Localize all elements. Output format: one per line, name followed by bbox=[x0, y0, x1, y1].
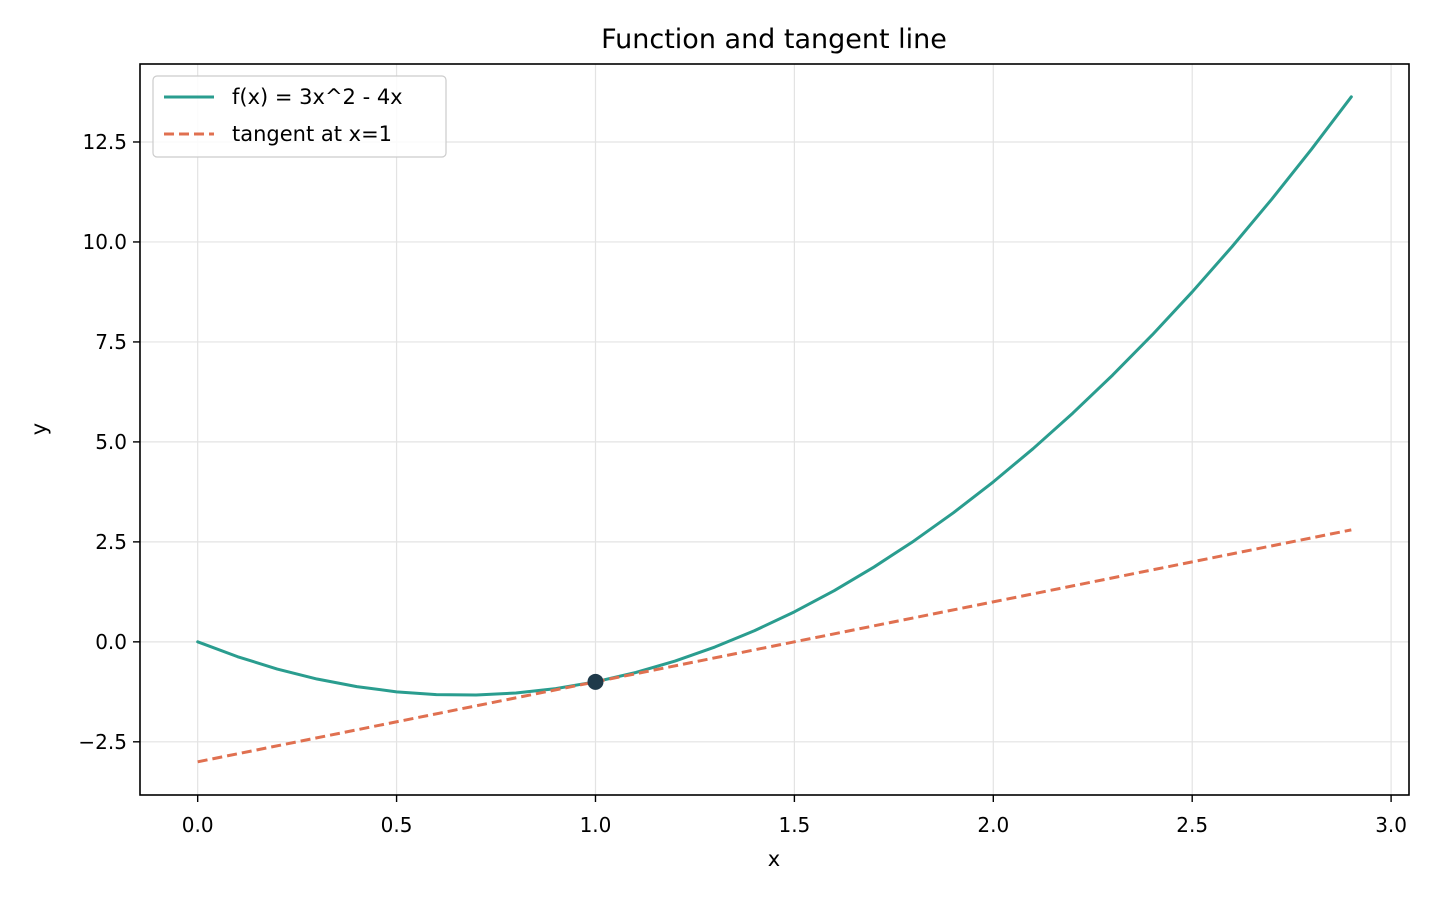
x-tick-label-1: 0.5 bbox=[381, 813, 413, 837]
y-axis-ticks: −2.5 0.0 2.5 5.0 7.5 10.0 12.5 bbox=[78, 130, 140, 754]
x-axis-label: x bbox=[768, 847, 780, 871]
plot-frame bbox=[139, 63, 1410, 796]
marked-points bbox=[587, 673, 604, 690]
y-tick-label-6: 12.5 bbox=[82, 130, 127, 154]
y-tick-label-0: −2.5 bbox=[78, 730, 127, 754]
x-tick-label-0: 0.0 bbox=[182, 813, 214, 837]
x-tick-label-3: 1.5 bbox=[778, 813, 810, 837]
x-tick-label-4: 2.0 bbox=[977, 813, 1009, 837]
y-tick-label-4: 7.5 bbox=[95, 330, 127, 354]
legend-label-function: f(x) = 3x^2 - 4x bbox=[232, 85, 403, 109]
grid bbox=[140, 64, 1409, 795]
legend-box bbox=[152, 75, 447, 158]
legend-label-tangent: tangent at x=1 bbox=[232, 122, 392, 146]
y-tick-label-3: 5.0 bbox=[95, 430, 127, 454]
function-curve bbox=[196, 95, 1353, 697]
x-tick-label-2: 1.0 bbox=[580, 813, 612, 837]
y-tick-label-2: 2.5 bbox=[95, 530, 127, 554]
y-tick-label-1: 0.0 bbox=[95, 630, 127, 654]
plot-series bbox=[196, 95, 1353, 764]
x-tick-label-5: 2.5 bbox=[1176, 813, 1208, 837]
chart-title: Function and tangent line bbox=[601, 24, 947, 55]
x-axis-ticks: 0.0 0.5 1.0 1.5 2.0 2.5 3.0 bbox=[182, 795, 1407, 837]
tangent-line bbox=[197, 528, 1352, 764]
y-axis-label: y bbox=[27, 423, 51, 435]
x-tick-label-6: 3.0 bbox=[1375, 813, 1407, 837]
legend: f(x) = 3x^2 - 4x tangent at x=1 bbox=[152, 75, 447, 158]
y-tick-label-5: 10.0 bbox=[82, 230, 127, 254]
tangent-point-marker bbox=[587, 673, 604, 690]
